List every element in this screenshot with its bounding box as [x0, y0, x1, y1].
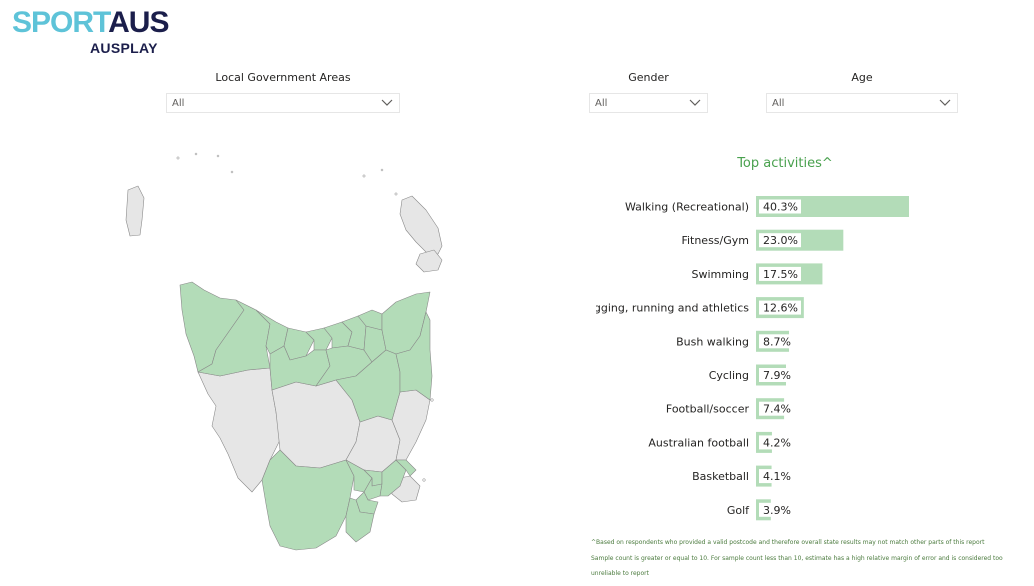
value-label: 23.0%: [763, 234, 798, 247]
value-label-background: [759, 233, 801, 248]
category-label: Football/soccer: [666, 403, 750, 416]
footnote-1: ^Based on respondents who provided a val…: [591, 539, 985, 546]
value-label-background: [759, 502, 801, 517]
map-region-cape-barren[interactable]: [415, 249, 443, 273]
value-label-background: [759, 435, 801, 450]
map-region-break-oday[interactable]: [395, 311, 433, 401]
gender-dropdown[interactable]: All: [589, 93, 708, 113]
value-label: 40.3%: [763, 201, 798, 214]
value-label: 7.4%: [763, 403, 791, 416]
map-region-kingborough[interactable]: [345, 497, 375, 543]
chevron-down-icon: [689, 99, 701, 106]
map-region-king-island[interactable]: [125, 185, 145, 237]
value-label: 7.9%: [763, 369, 791, 382]
footnote-2: Sample count is greater or equal to 10. …: [591, 555, 1003, 562]
logo-ausplay-text: AUSPLAY: [90, 40, 158, 56]
age-dropdown-value: All: [772, 98, 785, 109]
gender-dropdown-value: All: [595, 98, 608, 109]
logo-sport-text: SPORT: [12, 6, 109, 39]
logo-aus-text: AUS: [108, 6, 169, 39]
category-label: Bush walking: [676, 335, 749, 348]
category-label: Walking (Recreational): [625, 201, 749, 214]
lga-dropdown[interactable]: All: [166, 93, 400, 113]
map-region-sorell[interactable]: [395, 459, 417, 477]
map-small-islands: [176, 152, 434, 482]
gender-filter-label: Gender: [628, 71, 669, 84]
value-label-background: [759, 368, 801, 382]
lga-dropdown-value: All: [172, 98, 185, 109]
value-label-background: [759, 199, 801, 214]
value-label-background: [759, 334, 801, 349]
value-label-background: [759, 266, 801, 281]
lga-filter-label: Local Government Areas: [215, 71, 351, 84]
map-region-flinders[interactable]: [399, 195, 443, 255]
value-label: 12.6%: [763, 302, 798, 315]
value-label: 8.7%: [763, 335, 791, 348]
category-label: Swimming: [692, 268, 749, 281]
value-label: 4.2%: [763, 436, 791, 449]
category-label: Golf: [727, 504, 750, 517]
age-filter-label: Age: [851, 71, 873, 84]
value-label-background: [759, 469, 801, 484]
value-label: 4.1%: [763, 470, 791, 483]
sportaus-logo: SPORTAUS AUSPLAY: [12, 6, 169, 56]
footnote-3: unreliable to report: [591, 570, 649, 577]
category-label: Cycling: [709, 369, 749, 382]
age-dropdown[interactable]: All: [766, 93, 958, 113]
category-label: Fitness/Gym: [681, 234, 749, 247]
value-label-background: [759, 401, 801, 416]
top-activities-chart: Walking (Recreational) 40.3% Fitness/Gym 23…: [596, 196, 909, 521]
chart-title: Top activities^: [737, 156, 833, 171]
category-label: Australian football: [648, 436, 749, 449]
chevron-down-icon: [381, 99, 393, 106]
value-label: 3.9%: [763, 504, 791, 517]
chevron-down-icon: [939, 99, 951, 106]
category-label: Basketball: [692, 470, 749, 483]
value-label-background: [759, 300, 801, 315]
tasmania-lga-map[interactable]: [120, 150, 450, 565]
category-label: Jogging, running and athletics: [596, 302, 749, 315]
value-label: 17.5%: [763, 268, 798, 281]
